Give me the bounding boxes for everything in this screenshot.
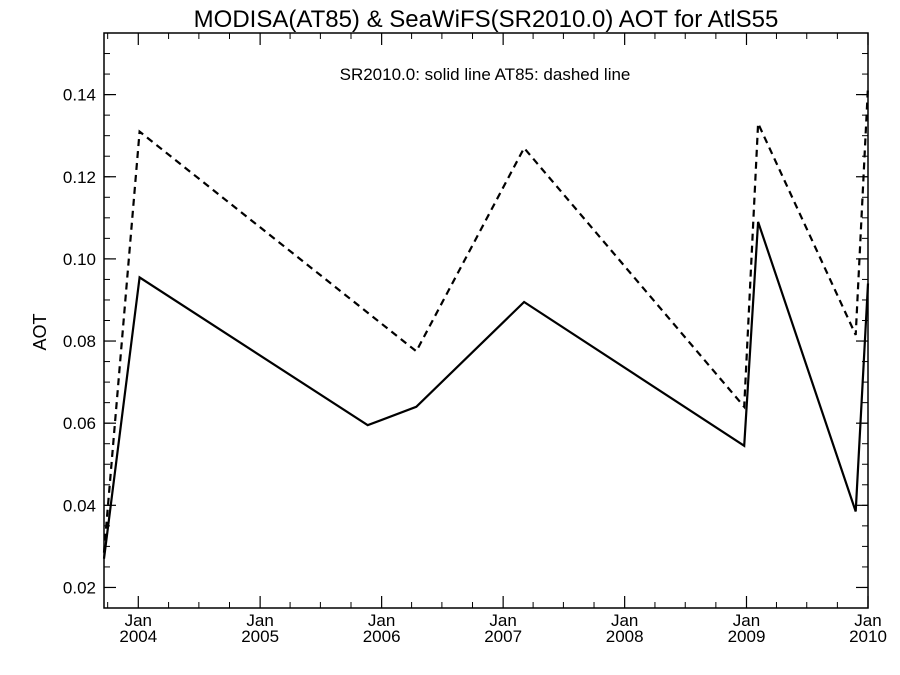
tick-labels-layer: 0.020.040.060.080.100.120.14Jan2004Jan20… <box>63 86 887 646</box>
y-tick-label: 0.10 <box>63 250 96 269</box>
series-line-sr2010-0 <box>102 221 870 559</box>
x-tick-label-month: Jan <box>246 611 273 630</box>
y-tick-label: 0.04 <box>63 496 96 515</box>
x-tick-label-month: Jan <box>854 611 881 630</box>
x-tick-label-month: Jan <box>489 611 516 630</box>
x-tick-label-year: 2006 <box>363 627 401 646</box>
x-tick-label-year: 2009 <box>728 627 766 646</box>
series-line-at85 <box>102 86 870 553</box>
x-tick-label-year: 2007 <box>484 627 522 646</box>
plot-frame <box>103 32 869 609</box>
x-tick-label-month: Jan <box>733 611 760 630</box>
series-layer <box>102 86 870 559</box>
x-tick-label-year: 2004 <box>119 627 157 646</box>
y-tick-label: 0.06 <box>63 414 96 433</box>
y-axis-label: AOT <box>30 313 50 350</box>
x-tick-label-year: 2008 <box>606 627 644 646</box>
line-style-annotation: SR2010.0: solid line AT85: dashed line <box>340 65 631 84</box>
x-tick-label-month: Jan <box>125 611 152 630</box>
y-tick-label: 0.02 <box>63 578 96 597</box>
y-tick-label: 0.14 <box>63 86 96 105</box>
x-tick-label-year: 2005 <box>241 627 279 646</box>
y-tick-label: 0.12 <box>63 168 96 187</box>
x-tick-label-month: Jan <box>611 611 638 630</box>
ticks-layer <box>104 33 869 608</box>
x-tick-label-year: 2010 <box>849 627 887 646</box>
chart-title: MODISA(AT85) & SeaWiFS(SR2010.0) AOT for… <box>194 6 779 33</box>
y-tick-label: 0.08 <box>63 332 96 351</box>
x-tick-label-month: Jan <box>368 611 395 630</box>
